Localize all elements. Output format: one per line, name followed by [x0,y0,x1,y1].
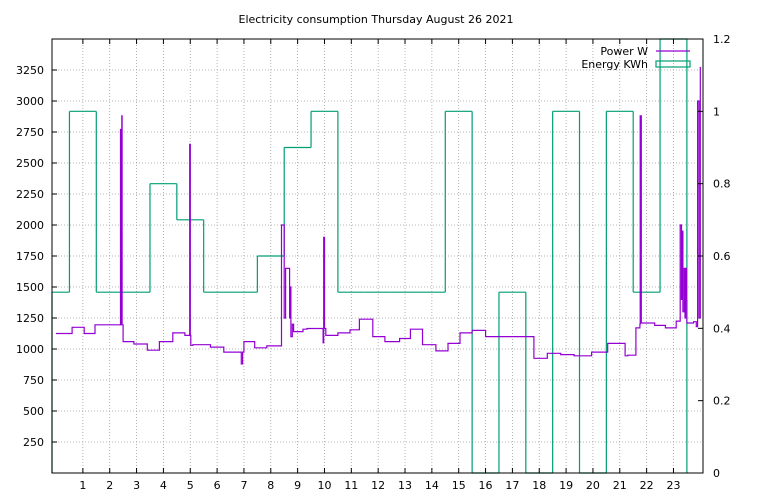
x-tick-label: 5 [187,479,194,492]
x-tick-label: 12 [371,479,385,492]
energy-series [51,38,688,474]
y-tick-label: 1250 [16,312,44,325]
y2-tick-label: 1.2 [713,33,731,46]
x-tick-label: 8 [267,479,274,492]
y-tick-label: 2500 [16,157,44,170]
x-tick-label: 7 [240,479,247,492]
x-tick-label: 14 [425,479,439,492]
y2-tick-label: 0 [713,467,720,480]
x-tick-label: 17 [505,479,519,492]
x-tick-label: 22 [640,479,654,492]
x-tick-label: 23 [666,479,680,492]
legend-energy-swatch [655,60,691,68]
x-tick-label: 11 [344,479,358,492]
x-tick-label: 15 [452,479,466,492]
x-tick-label: 13 [398,479,412,492]
y-tick-label: 3250 [16,64,44,77]
y-tick-label: 500 [23,405,44,418]
x-tick-label: 4 [160,479,167,492]
x-tick-label: 18 [532,479,546,492]
y2-tick-label: 0.6 [713,250,731,263]
y-tick-label: 1500 [16,281,44,294]
legend: Power W Energy KWh [581,45,691,71]
x-tick-label: 19 [559,479,573,492]
x-tick-label: 2 [106,479,113,492]
power-line [56,66,701,365]
y2-tick-label: 0.2 [713,395,731,408]
power-series [56,66,701,365]
x-tick-label: 10 [317,479,331,492]
y2-tick-label: 1 [713,105,720,118]
x-tick-label: 9 [294,479,301,492]
y-tick-label: 1000 [16,343,44,356]
y-tick-label: 2750 [16,126,44,139]
y-tick-label: 2250 [16,188,44,201]
axes: 1 2 3 4 5 6 7 8 9 10 11 12 13 14 15 16 17 18 19 20 21 22 23250… [16,33,731,492]
x-tick-label: 20 [586,479,600,492]
legend-energy-label: Energy KWh [581,58,648,71]
y2-tick-label: 0.8 [713,178,731,191]
x-tick-label: 16 [479,479,493,492]
y-tick-label: 250 [23,436,44,449]
y-tick-label: 2000 [16,219,44,232]
chart-title: Electricity consumption Thursday August … [239,13,514,26]
y-tick-label: 750 [23,374,44,387]
y-tick-label: 3000 [16,95,44,108]
x-tick-label: 21 [613,479,627,492]
x-tick-label: 1 [79,479,86,492]
y-tick-label: 1750 [16,250,44,263]
x-tick-label: 3 [133,479,140,492]
x-tick-label: 6 [214,479,221,492]
legend-power-label: Power W [600,45,648,58]
y2-tick-label: 0.4 [713,322,731,335]
